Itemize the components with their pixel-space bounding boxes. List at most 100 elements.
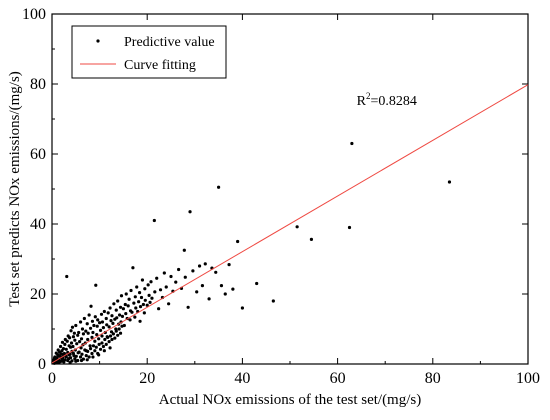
- data-point: [200, 284, 205, 288]
- data-point: [186, 305, 190, 309]
- data-point: [138, 305, 143, 309]
- data-point: [177, 267, 181, 272]
- data-point: [132, 301, 136, 305]
- data-point: [69, 329, 73, 333]
- data-point: [55, 361, 59, 365]
- data-point: [88, 344, 92, 348]
- data-point: [114, 308, 118, 312]
- data-point: [79, 358, 84, 363]
- data-point: [167, 302, 171, 306]
- data-point: [104, 342, 108, 346]
- data-point: [108, 306, 112, 310]
- data-point: [236, 239, 240, 244]
- data-point: [71, 344, 75, 349]
- data-point: [120, 324, 124, 328]
- data-point: [126, 304, 130, 308]
- data-point: [124, 292, 128, 296]
- data-point: [183, 275, 187, 279]
- data-point: [148, 300, 152, 304]
- data-point: [105, 323, 109, 327]
- data-point: [92, 323, 96, 328]
- data-point: [138, 319, 142, 323]
- data-point: [110, 314, 114, 318]
- data-point: [106, 335, 110, 339]
- y-axis-title: Test set predicts NOx emissions/(mg/s): [7, 71, 23, 307]
- data-point: [347, 225, 352, 230]
- data-point: [123, 302, 127, 307]
- data-point: [84, 354, 88, 358]
- data-point: [119, 294, 124, 298]
- data-point: [195, 290, 199, 294]
- legend-marker-predictive-value: [96, 39, 100, 43]
- y-tick-label: 80: [30, 76, 46, 93]
- data-point: [97, 337, 101, 341]
- data-point: [203, 262, 207, 266]
- data-point: [141, 302, 145, 307]
- data-point: [90, 351, 94, 356]
- data-point: [95, 324, 99, 328]
- axes: 0 20 40 60 80 100 0 20 40 60 80 100: [22, 6, 540, 387]
- x-axis-title: Actual NOx emissions of the test set/(mg…: [159, 392, 421, 408]
- data-point: [115, 316, 119, 320]
- data-point: [81, 332, 86, 336]
- data-point: [133, 295, 137, 299]
- data-point: [95, 333, 99, 337]
- data-point: [124, 312, 128, 316]
- data-point: [129, 288, 133, 293]
- data-point: [82, 316, 86, 321]
- data-point: [84, 329, 88, 333]
- data-point: [98, 347, 103, 351]
- data-point: [111, 321, 115, 325]
- data-point: [61, 347, 66, 351]
- data-point: [109, 330, 114, 334]
- legend-box: [71, 25, 227, 79]
- data-point: [182, 248, 186, 252]
- data-point: [139, 295, 144, 300]
- data-point: [207, 297, 211, 301]
- data-point: [100, 320, 105, 324]
- data-point: [102, 309, 106, 314]
- data-point: [93, 349, 97, 353]
- data-point: [101, 344, 106, 349]
- y-tick-label: 20: [30, 286, 46, 303]
- data-point: [99, 312, 104, 316]
- x-tick-label: 40: [234, 370, 250, 387]
- data-point: [137, 300, 141, 304]
- data-point: [85, 322, 89, 326]
- data-point: [100, 334, 104, 338]
- data-point: [93, 339, 97, 343]
- x-tick-label: 100: [516, 370, 540, 387]
- data-point: [155, 276, 159, 280]
- data-point: [108, 334, 113, 338]
- data-point: [71, 351, 76, 356]
- legend-label-curve-fitting: Curve fitting: [124, 58, 196, 73]
- data-point: [69, 341, 74, 345]
- data-point: [111, 332, 116, 336]
- data-point: [74, 354, 78, 358]
- data-point: [94, 283, 98, 287]
- data-point: [116, 299, 120, 303]
- data-point: [130, 310, 134, 314]
- data-point: [76, 333, 80, 337]
- data-point: [114, 329, 118, 333]
- data-point: [162, 271, 166, 275]
- data-point: [60, 340, 65, 344]
- data-point: [255, 281, 259, 286]
- data-point: [58, 354, 62, 358]
- data-point: [61, 352, 66, 356]
- data-point: [153, 290, 157, 294]
- data-point: [110, 337, 114, 342]
- data-point: [117, 313, 122, 317]
- y-tick-label: 40: [30, 216, 46, 233]
- r-squared-symbol: R: [357, 94, 367, 109]
- data-point: [89, 304, 93, 308]
- data-point: [98, 321, 102, 325]
- data-point: [137, 291, 142, 295]
- x-tick-label: 60: [330, 370, 346, 387]
- data-point: [77, 350, 81, 354]
- x-tick-label: 80: [425, 370, 441, 387]
- data-point: [350, 141, 354, 146]
- r-squared-value: =0.8284: [370, 94, 416, 109]
- data-point: [68, 336, 72, 340]
